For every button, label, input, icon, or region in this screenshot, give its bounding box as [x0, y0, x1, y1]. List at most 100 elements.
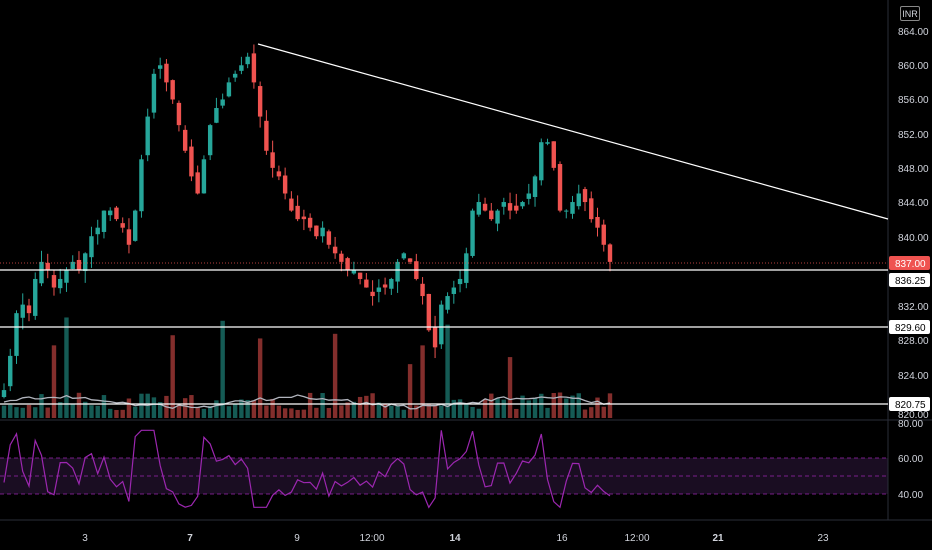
- candle-body: [370, 291, 375, 297]
- volume-bar: [595, 397, 600, 418]
- time-tick: 16: [556, 533, 568, 544]
- volume-bar: [51, 345, 57, 418]
- trendline[interactable]: [257, 43, 889, 220]
- candle-body: [58, 278, 63, 289]
- candle-body: [95, 227, 100, 235]
- volume-bar: [489, 393, 494, 418]
- volume-bar: [270, 398, 275, 418]
- price-tick: 828.00: [898, 336, 929, 347]
- volume-bar: [89, 405, 94, 418]
- candle-body: [482, 203, 488, 211]
- candle-body: [289, 198, 294, 211]
- rsi-axis: 80.00 60.00 40.00: [898, 419, 923, 501]
- volume-bar: [314, 407, 319, 418]
- volume-bar: [545, 407, 550, 418]
- time-tick: 12:00: [359, 533, 384, 544]
- candle-body: [357, 272, 363, 279]
- candle-body: [114, 207, 119, 220]
- price-tick: 864.00: [898, 27, 929, 38]
- volume-bar: [120, 409, 125, 418]
- volume-bar: [476, 408, 482, 418]
- volume-bar: [326, 407, 332, 418]
- candle-body: [445, 296, 450, 310]
- candle-body: [45, 262, 50, 271]
- volume-bar: [376, 402, 382, 418]
- price-badge-last: 837.00: [889, 256, 930, 270]
- candle-body: [601, 224, 606, 245]
- volume-bar: [139, 393, 144, 418]
- candle-body: [376, 287, 382, 292]
- candle-body: [589, 198, 594, 220]
- time-tick: 3: [82, 533, 88, 544]
- candle-body: [395, 261, 400, 282]
- candle-body: [1, 390, 7, 398]
- candle-body: [70, 261, 75, 269]
- volume-bar: [33, 407, 38, 418]
- candle-body: [101, 210, 107, 232]
- candle-body: [326, 231, 332, 245]
- candle-body: [339, 253, 344, 262]
- candle-body: [139, 159, 144, 212]
- volume-bar: [14, 407, 19, 418]
- volume-bar: [45, 407, 50, 418]
- volume-bar: [157, 402, 163, 418]
- candle-body: [76, 259, 82, 271]
- price-badge-1: 836.25: [889, 273, 930, 287]
- rsi-tick: 40.00: [898, 490, 923, 501]
- candle-body: [132, 210, 138, 241]
- candle-body: [51, 275, 57, 288]
- price-badge-2: 829.60: [889, 320, 930, 334]
- volume-bar: [439, 405, 444, 418]
- candle-body: [545, 142, 550, 144]
- volume-bar: [282, 408, 288, 418]
- level-badge-label: 829.60: [895, 323, 926, 334]
- volume-bar: [1, 405, 7, 418]
- volume-bar: [220, 320, 225, 418]
- candle-body: [526, 193, 531, 199]
- candle-body: [251, 53, 257, 83]
- price-tick: 856.00: [898, 95, 929, 106]
- volume-bar: [564, 398, 569, 418]
- price-tick: 840.00: [898, 233, 929, 244]
- volume-bar: [457, 399, 463, 418]
- candle-body: [501, 202, 506, 207]
- candle-body: [64, 270, 69, 283]
- candle-body: [432, 327, 438, 348]
- level-badge-label: 820.75: [895, 400, 926, 411]
- volume-bar: [264, 405, 269, 418]
- volume-bar: [514, 408, 519, 418]
- candle-body: [557, 164, 563, 211]
- candle-body: [20, 304, 25, 318]
- time-tick: 14: [449, 533, 461, 544]
- volume-bar: [482, 399, 488, 418]
- volume-bar: [182, 398, 188, 418]
- currency-button[interactable]: INR: [900, 6, 920, 21]
- volume-bar: [357, 396, 363, 418]
- volume-bar: [170, 335, 175, 418]
- volume-bar: [95, 405, 100, 418]
- volume-bar: [176, 404, 182, 418]
- volume-bar: [532, 397, 538, 418]
- candle-body: [164, 63, 169, 83]
- volume-bar: [576, 393, 581, 418]
- volume-bar: [339, 405, 344, 418]
- candle-body: [245, 56, 250, 65]
- volume-bar: [83, 401, 88, 418]
- rsi-line: [3, 429, 611, 509]
- candle-body: [14, 313, 19, 356]
- candle-body: [182, 129, 188, 151]
- candle-body: [157, 65, 163, 69]
- price-axis: 864.00 860.00 856.00 852.00 848.00 844.0…: [898, 27, 929, 421]
- volume-bar: [370, 393, 375, 418]
- volume-bar: [420, 345, 425, 418]
- candle-body: [514, 205, 519, 211]
- level-badge-bg: [889, 273, 930, 287]
- price-tick: 820.00: [898, 410, 929, 421]
- volume-bar: [295, 409, 300, 418]
- volume-bar: [520, 395, 525, 418]
- volume-bar: [232, 404, 238, 418]
- candle-body: [264, 120, 269, 151]
- candle-body: [83, 253, 88, 272]
